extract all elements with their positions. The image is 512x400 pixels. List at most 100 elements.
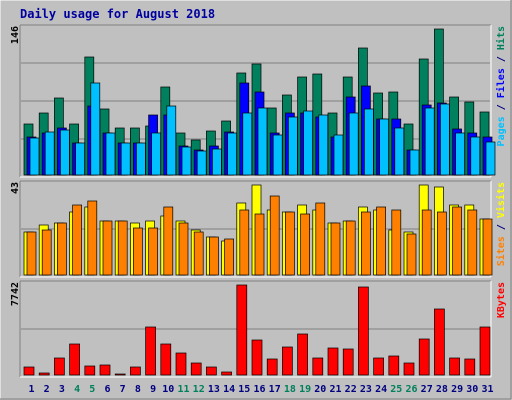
sites-bar [482,218,493,276]
sites-bar [87,200,98,276]
series-kbytes [23,284,491,376]
x-tick-label: 17 [269,384,281,395]
panel-hits_files_pages: 146 Pages / Files / Hits [10,24,507,178]
sites-bar [26,231,37,276]
kbytes-bar [403,362,415,376]
pages-bar [90,82,101,176]
kbytes-bar [388,355,400,376]
sites-bar [72,204,82,276]
panel-kbytes: 7742 KBytes [10,280,507,378]
pages-bar [440,103,450,176]
pages-bar [288,116,298,176]
kbytes-bar [130,366,141,376]
x-tick-label: 4 [74,384,80,395]
pages-bar [318,114,329,176]
pages-bar [485,141,496,176]
kbytes-bar [206,366,217,376]
kbytes-bar [54,357,65,376]
kbytes-bar [221,371,232,376]
sites-bar [224,238,234,276]
pages-bar [257,107,268,176]
sites-bar [133,227,143,276]
sites-bar [117,220,128,276]
legend-visits: Visits [495,182,507,218]
kbytes-bar [479,326,491,376]
kbytes-bar [266,358,278,376]
pages-bar [333,134,344,176]
sites-bar [285,211,295,276]
sites-bar [361,211,371,276]
kbytes-bar [38,372,50,376]
kbytes-bar [114,373,126,376]
legend-pages: Pages [496,116,507,146]
pages-bar [394,127,405,176]
x-tick-label: 24 [375,384,387,395]
y-axis-max-label: 146 [10,26,21,44]
pages-bar [29,137,40,176]
x-tick-label: 1 [28,384,34,395]
pages-bar [120,142,131,176]
sites-bar [345,220,356,276]
pages-bar [212,148,222,176]
sites-bar [41,229,52,276]
x-tick-label: 19 [299,384,311,395]
x-tick-label: 20 [314,384,326,395]
sites-bar [239,209,250,276]
kbytes-bar [342,348,354,376]
x-tick-label: 8 [135,384,141,395]
kbytes-bar [434,308,445,376]
kbytes-bar [236,284,248,376]
legend-separator: / [496,98,507,116]
kbytes-bar [251,339,263,376]
kbytes-bar [23,366,35,376]
x-tick-label: 14 [223,384,235,395]
pages-bar [196,150,207,176]
legend: Pages / Files / Hits [495,26,507,146]
sites-bar [163,206,174,276]
panel-visits_sites: 43 Sites / Visits [10,180,507,278]
sites-bar [330,222,341,276]
x-tick-label: 16 [253,384,265,395]
x-tick-label: 29 [451,384,463,395]
pages-bar [44,131,55,176]
x-tick-label: 6 [104,384,110,395]
pages-bar [151,132,161,176]
kbytes-bar [145,326,156,376]
y-axis-max-label: 43 [10,182,21,194]
legend-separator: / [496,218,507,236]
x-tick-label: 26 [405,384,417,395]
sites-bar [193,231,204,276]
kbytes-bar [373,357,384,376]
x-tick-label: 27 [421,384,433,395]
sites-bar [437,211,447,276]
sites-bar [406,233,417,276]
pages-bar [166,105,177,176]
x-tick-label: 15 [238,384,250,395]
legend-kbytes: KBytes [496,282,507,318]
pages-bar [303,110,313,176]
x-tick-label: 30 [466,384,478,395]
sites-bar [148,227,158,276]
legend-hits: Hits [495,26,507,50]
sites-bar [315,202,326,276]
x-tick-label: 28 [436,384,448,395]
pages-bar [364,108,374,176]
sites-bar [102,220,113,276]
x-tick-label: 11 [177,384,189,395]
pages-bar [455,132,465,176]
pages-bar [136,142,146,176]
legend-files: Files [495,68,507,98]
kbytes-bar [190,362,202,376]
pages-bar [227,132,237,176]
sites-bar [391,209,402,276]
kbytes-bar [327,347,339,376]
pages-bar [348,112,359,176]
sites-bar [421,209,432,276]
kbytes-bar [358,286,369,376]
legend-separator: / [496,50,507,68]
kbytes-bar [312,357,324,376]
y-axis-max-label: 7742 [10,282,21,306]
x-tick-label: 10 [162,384,174,395]
sites-bar [209,236,219,276]
